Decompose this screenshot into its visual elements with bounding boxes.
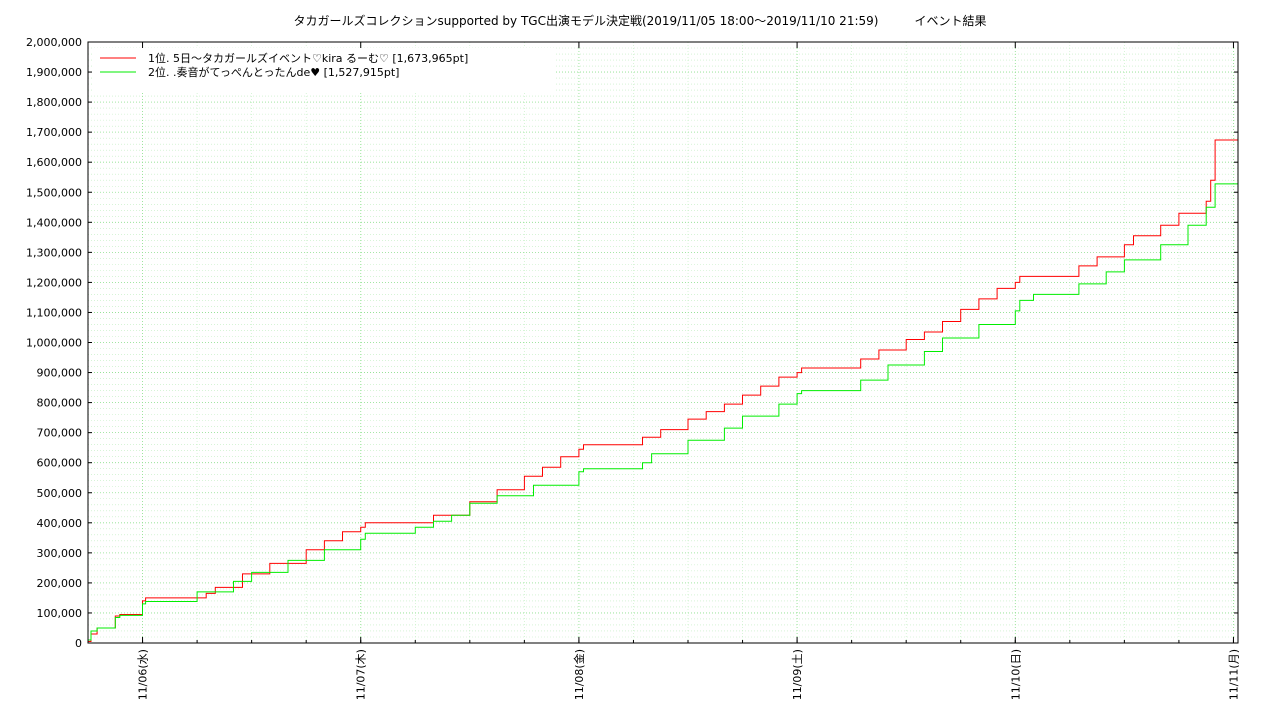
y-tick-label: 1,400,000 (26, 216, 82, 229)
y-tick-label: 1,200,000 (26, 276, 82, 289)
y-tick-label: 700,000 (37, 427, 83, 440)
y-tick-label: 1,100,000 (26, 306, 82, 319)
y-tick-label: 0 (75, 637, 82, 650)
x-tick-label: 11/09(土) (791, 649, 804, 700)
legend-label-1: 1位. 5日〜タカガールズイベント♡kira るーむ♡ [1,673,965pt… (148, 51, 468, 65)
x-tick-label: 11/08(金) (572, 649, 586, 700)
y-tick-label: 1,600,000 (26, 156, 82, 169)
y-tick-label: 1,800,000 (26, 96, 82, 109)
y-tick-label: 1,700,000 (26, 126, 82, 139)
y-tick-label: 300,000 (37, 547, 83, 560)
series-line-1 (88, 139, 1238, 642)
y-tick-label: 600,000 (37, 457, 83, 470)
x-tick-label: 11/07(木) (355, 649, 368, 700)
y-tick-label: 1,300,000 (26, 246, 82, 259)
legend-label-2: 2位. .奏音がてっぺんとったんde♥ [1,527,915pt] (148, 65, 399, 79)
series-line-2 (88, 183, 1238, 641)
y-tick-label: 200,000 (37, 577, 83, 590)
series-layer (88, 139, 1238, 642)
chart-title: タカガールズコレクションsupported by TGC出演モデル決定戦(201… (293, 14, 987, 28)
legend: 1位. 5日〜タカガールズイベント♡kira るーむ♡ [1,673,965pt… (92, 48, 554, 92)
legend-box (92, 48, 554, 92)
y-tick-label: 800,000 (37, 397, 83, 410)
axes: 0 100,000 200,000 300,000 400,000 500,000 600,… (26, 36, 1240, 700)
y-tick-label: 900,000 (37, 367, 83, 380)
plot-frame (87, 41, 1239, 644)
x-tick-label: 11/10(日) (1009, 649, 1022, 700)
y-tick-label: 1,000,000 (26, 337, 82, 350)
y-tick-label: 1,500,000 (26, 186, 82, 199)
x-tick-label: 11/06(水) (137, 649, 150, 700)
y-tick-label: 1,900,000 (26, 66, 82, 79)
y-tick-label: 400,000 (37, 517, 83, 530)
grid (87, 41, 1238, 644)
y-tick-label: 100,000 (37, 607, 83, 620)
y-tick-label: 500,000 (37, 487, 83, 500)
x-tick-label: 11/11(月) (1227, 649, 1240, 700)
y-tick-label: 2,000,000 (26, 36, 82, 49)
